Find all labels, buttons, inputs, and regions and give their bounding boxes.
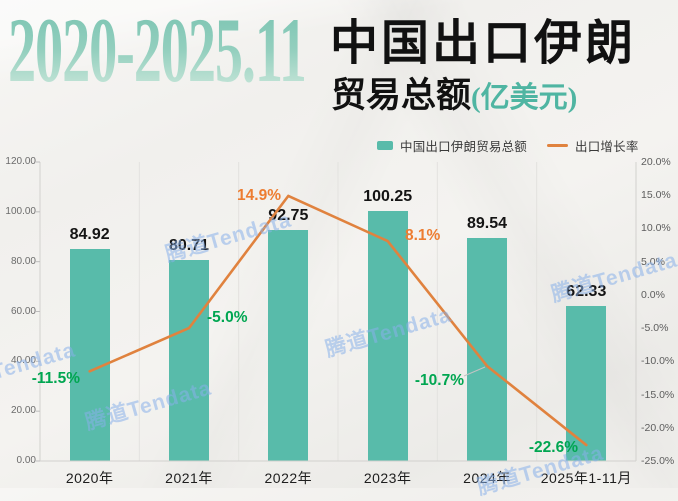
legend-bar-swatch: [377, 141, 393, 150]
title-main: 中国出口伊朗: [330, 17, 637, 70]
title-years: 2020-2025.11: [8, 0, 307, 102]
legend-line-swatch: [547, 144, 569, 147]
title-sub-text: 贸易总额: [331, 76, 472, 115]
chart-legend: 中国出口伊朗贸易总额 出口增长率: [377, 136, 639, 155]
legend-bar-label: 中国出口伊朗贸易总额: [400, 140, 528, 154]
legend-line-label: 出口增长率: [575, 140, 639, 154]
title-sub: 贸易总额(亿美元): [331, 76, 577, 116]
title-unit: (亿美元): [471, 82, 578, 114]
header: 2020-2025.11 中国出口伊朗 贸易总额(亿美元): [8, 0, 637, 116]
